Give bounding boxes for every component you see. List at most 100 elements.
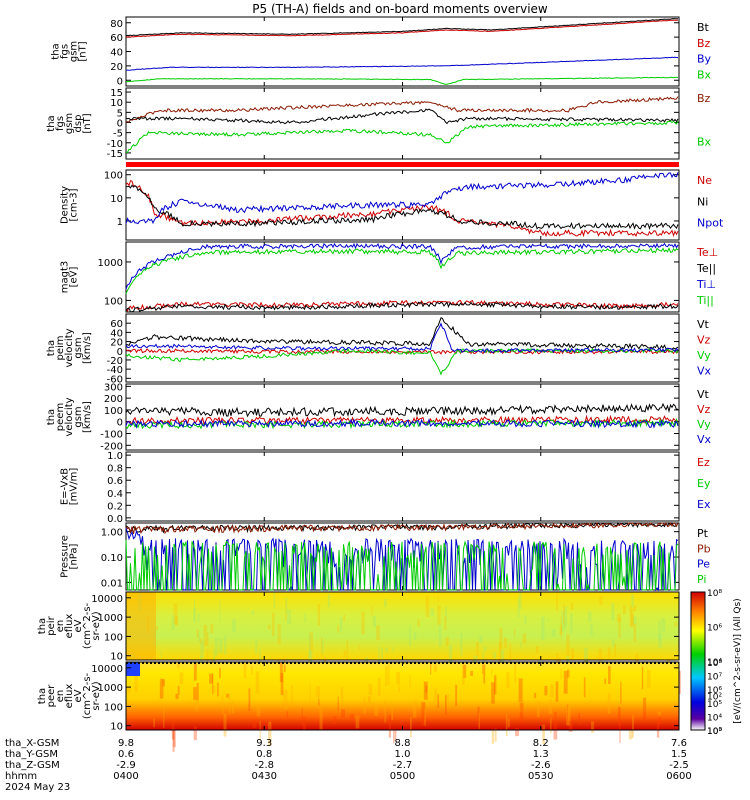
- y-axis-title: tha: [46, 340, 57, 356]
- spectrogram-texture: [556, 593, 559, 611]
- y-axis-title: gsm: [73, 337, 84, 358]
- y-tick-label: 0.4: [107, 489, 123, 500]
- spectrogram-blue-band: [126, 662, 140, 676]
- spectrogram-texture: [171, 721, 175, 740]
- x-tick-label: 1.5: [671, 749, 687, 760]
- spectrogram-texture: [291, 685, 293, 707]
- spectrogram-texture: [550, 684, 554, 698]
- spectrogram-texture: [515, 727, 519, 737]
- x-tick-label: 9.3: [256, 738, 272, 749]
- series-line: [125, 402, 679, 418]
- series-line: [125, 56, 679, 71]
- y-tick-label: 0: [117, 418, 123, 429]
- spectrogram-texture: [209, 673, 214, 684]
- series-line: [125, 246, 679, 295]
- y-tick-label: 0: [117, 76, 123, 87]
- y-axis-title: (cm^2-s-: [82, 602, 93, 649]
- legend-label: Bz: [697, 92, 711, 105]
- y-tick-label: 0.10: [101, 553, 123, 564]
- spectrogram-texture: [409, 674, 411, 688]
- spectrogram-texture: [211, 685, 216, 693]
- spectrogram-texture: [219, 599, 221, 623]
- spectrogram-texture: [633, 623, 637, 642]
- spectrogram-texture: [377, 677, 381, 697]
- y-tick-label: 20: [110, 338, 123, 349]
- spectrogram-texture: [614, 643, 617, 657]
- spectrogram-texture: [373, 615, 376, 628]
- y-tick-label: 1000: [98, 613, 123, 624]
- spectrogram-texture: [308, 650, 313, 669]
- colorbar-tick: 10⁸: [707, 589, 722, 599]
- spectrogram-texture: [286, 711, 289, 718]
- legend-label: Bt: [697, 21, 710, 34]
- spectrogram-texture: [658, 620, 661, 642]
- x-tick-label: 8.8: [395, 738, 411, 749]
- spectrogram-texture: [566, 655, 570, 662]
- spectrogram-texture: [434, 688, 438, 702]
- y-axis-title: [cm-3]: [69, 188, 80, 221]
- legend-label: Vx: [697, 365, 712, 378]
- y-tick-label: 0.0: [107, 514, 123, 525]
- y-tick-label: 10: [110, 194, 123, 205]
- y-axis-title: [eV]: [69, 267, 80, 288]
- y-tick-label: -10: [107, 139, 123, 150]
- spectrogram-texture: [309, 634, 311, 659]
- spectrogram-texture: [280, 673, 284, 695]
- y-axis-title: (cm^2-s-: [82, 672, 93, 719]
- y-tick-label: 40: [110, 328, 123, 339]
- x-tick-label: 8.2: [533, 738, 549, 749]
- x-row-label: tha_Z-GSM: [5, 760, 60, 771]
- spectrogram-texture: [463, 665, 467, 678]
- spectrogram-texture: [641, 666, 644, 690]
- spectrogram-texture: [425, 595, 430, 618]
- spectrogram-texture: [631, 614, 634, 628]
- spectrogram-texture: [568, 720, 573, 732]
- spectrogram-texture: [632, 715, 634, 738]
- spectrogram-texture: [316, 686, 320, 698]
- y-tick-label: 0.8: [107, 464, 123, 475]
- spectrogram-texture: [554, 711, 557, 722]
- spectrogram-texture: [127, 688, 131, 693]
- spectrogram-texture: [417, 619, 420, 627]
- spectrogram-texture: [491, 668, 493, 675]
- spectrogram-texture: [319, 709, 323, 730]
- y-tick-label: -60: [107, 374, 123, 385]
- legend-label: Bx: [697, 68, 712, 81]
- spectrogram-texture: [193, 663, 197, 681]
- colorbar-tick: 10³: [707, 727, 722, 737]
- spectrogram-texture: [513, 629, 516, 638]
- spectrogram-texture: [494, 728, 497, 742]
- spectrogram-texture: [398, 685, 400, 692]
- series-line: [125, 172, 679, 225]
- legend-label: By: [697, 53, 712, 66]
- series-line: [125, 418, 679, 429]
- spectrogram-texture: [212, 673, 214, 695]
- spectrogram-texture: [560, 668, 562, 680]
- y-tick-label: 1: [117, 217, 123, 228]
- spectrogram-texture: [658, 633, 662, 648]
- series-line: [125, 108, 679, 125]
- y-tick-label: 1000: [98, 683, 123, 694]
- spectrogram-texture: [394, 729, 397, 741]
- spectrogram-texture: [564, 606, 568, 628]
- spectrogram-texture: [631, 594, 634, 608]
- spectrogram-texture: [304, 613, 306, 623]
- spectrogram-texture: [629, 605, 632, 628]
- y-tick-label: -15: [107, 149, 123, 160]
- spectrogram-texture: [498, 641, 502, 663]
- spectrogram-texture: [385, 647, 388, 653]
- spectrogram-texture: [604, 678, 607, 685]
- spectrogram-texture: [359, 645, 361, 651]
- spectrogram-texture: [214, 638, 219, 656]
- spectrogram-texture: [341, 709, 345, 718]
- spectrogram-texture: [346, 640, 349, 661]
- spectrogram-texture: [551, 628, 556, 637]
- spectrogram-texture: [193, 726, 198, 741]
- spectrogram-texture: [303, 716, 306, 731]
- spectrogram-texture: [588, 611, 592, 622]
- legend-label: Pe: [697, 558, 710, 571]
- spectrogram: [126, 592, 679, 660]
- y-axis-title: gsm: [69, 41, 80, 62]
- y-axis-title: eflux: [64, 684, 75, 709]
- y-axis-title: peer: [46, 684, 57, 708]
